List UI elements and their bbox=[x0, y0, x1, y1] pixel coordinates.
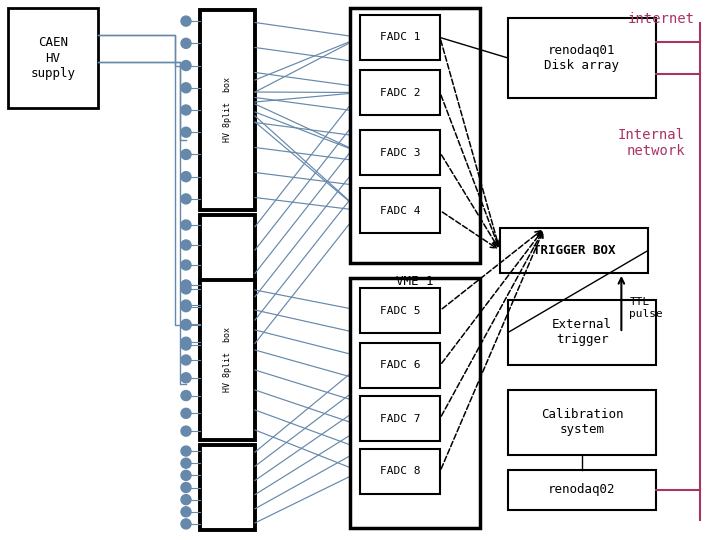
Circle shape bbox=[181, 194, 191, 204]
Bar bbox=[360, 288, 440, 333]
Bar bbox=[360, 396, 440, 441]
Text: External
trigger: External trigger bbox=[552, 319, 612, 347]
Text: TRIGGER BOX: TRIGGER BOX bbox=[533, 244, 616, 257]
Circle shape bbox=[181, 260, 191, 270]
Circle shape bbox=[181, 495, 191, 505]
Circle shape bbox=[181, 320, 191, 330]
Text: FADC 2: FADC 2 bbox=[379, 87, 420, 98]
Circle shape bbox=[181, 83, 191, 93]
Text: HV 8plit  box: HV 8plit box bbox=[223, 327, 232, 393]
Text: FADC 4: FADC 4 bbox=[379, 206, 420, 215]
Text: CAEN
HV
supply: CAEN HV supply bbox=[30, 37, 76, 79]
Circle shape bbox=[181, 390, 191, 401]
Bar bbox=[200, 445, 255, 530]
Circle shape bbox=[181, 150, 191, 159]
Circle shape bbox=[181, 337, 191, 347]
Bar bbox=[8, 8, 98, 108]
Bar bbox=[360, 449, 440, 494]
Bar bbox=[508, 18, 656, 98]
Circle shape bbox=[181, 408, 191, 418]
Bar bbox=[200, 215, 255, 355]
Bar bbox=[508, 390, 656, 455]
Text: FADC 3: FADC 3 bbox=[379, 147, 420, 158]
Text: renodaq01
Disk array: renodaq01 Disk array bbox=[544, 44, 619, 72]
Bar bbox=[200, 10, 255, 210]
Text: Internal
network: Internal network bbox=[618, 128, 685, 158]
Circle shape bbox=[181, 470, 191, 481]
Text: renodaq02: renodaq02 bbox=[548, 483, 616, 496]
Text: FADC 5: FADC 5 bbox=[379, 306, 420, 315]
Text: VME 1: VME 1 bbox=[396, 275, 433, 288]
Circle shape bbox=[181, 127, 191, 137]
Circle shape bbox=[181, 426, 191, 436]
Text: FADC 1: FADC 1 bbox=[379, 32, 420, 43]
Bar bbox=[360, 70, 440, 115]
Circle shape bbox=[181, 220, 191, 230]
Bar bbox=[350, 278, 480, 528]
Bar bbox=[508, 300, 656, 365]
Circle shape bbox=[181, 38, 191, 49]
Circle shape bbox=[181, 60, 191, 71]
Circle shape bbox=[181, 172, 191, 181]
Circle shape bbox=[181, 105, 191, 115]
Circle shape bbox=[181, 355, 191, 365]
Bar bbox=[360, 188, 440, 233]
Circle shape bbox=[181, 300, 191, 310]
Text: FADC 6: FADC 6 bbox=[379, 361, 420, 370]
Bar bbox=[350, 8, 480, 263]
Text: Calibration
system: Calibration system bbox=[541, 408, 624, 436]
Text: TTL
pulse: TTL pulse bbox=[629, 297, 663, 319]
Circle shape bbox=[181, 280, 191, 290]
Text: FADC 7: FADC 7 bbox=[379, 414, 420, 423]
Text: HV 8plit  box: HV 8plit box bbox=[223, 78, 232, 143]
Bar bbox=[360, 130, 440, 175]
Circle shape bbox=[181, 284, 191, 294]
Bar bbox=[200, 280, 255, 440]
Text: internet: internet bbox=[628, 12, 695, 26]
Circle shape bbox=[181, 507, 191, 517]
Circle shape bbox=[181, 302, 191, 312]
Bar bbox=[500, 228, 648, 273]
Circle shape bbox=[181, 240, 191, 250]
Bar bbox=[360, 15, 440, 60]
Circle shape bbox=[181, 373, 191, 383]
Circle shape bbox=[181, 458, 191, 468]
Bar bbox=[508, 470, 656, 510]
Circle shape bbox=[181, 340, 191, 350]
Circle shape bbox=[181, 519, 191, 529]
Circle shape bbox=[181, 320, 191, 329]
Bar bbox=[360, 343, 440, 388]
Circle shape bbox=[181, 446, 191, 456]
Text: FADC 8: FADC 8 bbox=[379, 467, 420, 476]
Circle shape bbox=[181, 483, 191, 492]
Circle shape bbox=[181, 16, 191, 26]
